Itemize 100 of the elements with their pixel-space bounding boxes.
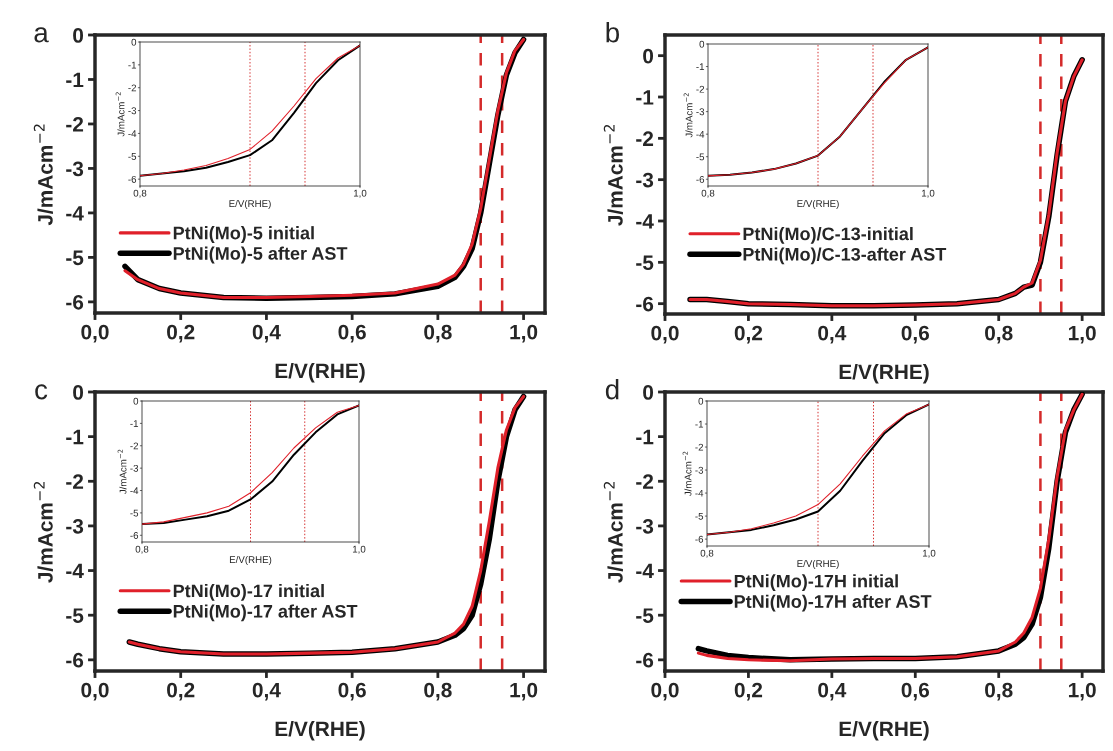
legend-label: PtNi(Mo)-17 initial xyxy=(173,584,324,601)
x-axis-title: E/V(RHE) xyxy=(275,362,365,383)
x-tick-label: 0,2 xyxy=(734,682,763,701)
y-tick-label: -6 xyxy=(636,296,654,312)
y-tick-label: -4 xyxy=(695,489,704,497)
chart-title: d xyxy=(605,379,619,400)
y-tick-label: -4 xyxy=(636,214,654,229)
y-tick-label: -2 xyxy=(128,84,137,92)
y-tick-label: -5 xyxy=(130,509,139,517)
x-tick-label: 0,8 xyxy=(985,325,1013,344)
y-tick-label: -4 xyxy=(128,130,137,137)
y-tick-label: 0 xyxy=(131,38,137,46)
x-axis-title: E/V(RHE) xyxy=(275,720,365,741)
y-tick-label: 0 xyxy=(698,397,704,405)
y-tick-label: -4 xyxy=(66,563,84,579)
y-tick-label: -2 xyxy=(636,131,654,146)
y-tick-label: -5 xyxy=(636,608,654,623)
y-tick-label: -1 xyxy=(696,63,705,71)
x-tick-label: 1,0 xyxy=(352,545,366,554)
y-tick-label: -2 xyxy=(696,85,705,93)
y-tick-label: -1 xyxy=(128,61,137,69)
y-tick-label: -6 xyxy=(695,535,704,543)
x-tick-label: 0,8 xyxy=(985,682,1013,701)
y-axis-title: J/mAcm$^{−2}$ xyxy=(117,449,127,495)
chart-title: b xyxy=(606,22,619,43)
y-tick-label: 0 xyxy=(699,40,705,48)
y-tick-label: -1 xyxy=(636,429,654,445)
y-tick-label: -3 xyxy=(636,518,654,534)
y-tick-label: -1 xyxy=(636,90,654,105)
y-tick-label: -4 xyxy=(696,130,705,138)
y-tick-label: -6 xyxy=(696,175,705,183)
y-tick-label: 0 xyxy=(73,28,84,43)
x-tick-label: 1,0 xyxy=(353,189,367,198)
x-axis-title: E/V(RHE) xyxy=(839,720,929,741)
x-tick-label: 0,8 xyxy=(424,682,452,701)
y-axis-title: J/mAcm$^{−2}$ xyxy=(603,124,623,226)
y-tick-label: 0 xyxy=(643,48,654,64)
x-tick-label: 0,8 xyxy=(133,189,147,198)
y-tick-label: -6 xyxy=(128,175,137,183)
y-tick-label: 0 xyxy=(73,385,84,400)
y-tick-label: -5 xyxy=(128,153,137,160)
y-tick-label: -4 xyxy=(130,487,139,495)
y-tick-label: -1 xyxy=(66,72,84,88)
y-axis-title: J/mAcm$^{−2}$ xyxy=(115,92,125,137)
legend-label: PtNi(Mo)-5 after AST xyxy=(173,246,348,264)
y-tick-label: -3 xyxy=(696,108,705,116)
legend-label: PtNi(Mo)-17 after AST xyxy=(173,604,358,622)
y-tick-label: -4 xyxy=(636,563,654,579)
y-tick-label: -5 xyxy=(66,250,84,266)
y-axis-title: J/mAcm$^{−2}$ xyxy=(682,451,692,497)
x-tick-label: 0,8 xyxy=(700,549,714,558)
y-tick-label: -6 xyxy=(636,652,654,668)
x-tick-label: 0,2 xyxy=(167,682,195,701)
x-axis-title: E/V(RHE) xyxy=(229,199,271,209)
y-tick-label: -5 xyxy=(696,153,705,161)
y-axis-title: J/mAcm$^{−2}$ xyxy=(33,124,53,226)
y-tick-label: -2 xyxy=(66,116,84,132)
y-tick-label: -4 xyxy=(66,206,84,221)
x-axis-title: E/V(RHE) xyxy=(839,363,929,384)
x-tick-label: 1,0 xyxy=(922,549,936,558)
x-tick-label: 0,2 xyxy=(734,325,763,344)
x-tick-label: 1,0 xyxy=(510,324,538,343)
x-tick-label: 0,2 xyxy=(167,324,195,343)
legend-label: PtNi(Mo)/C-13-after AST xyxy=(743,247,947,265)
legend-label: PtNi(Mo)/C-13-initial xyxy=(743,227,913,244)
y-tick-label: -6 xyxy=(130,532,139,539)
x-tick-label: 0,0 xyxy=(651,325,679,344)
y-tick-label: -5 xyxy=(66,608,84,623)
x-tick-label: 1,0 xyxy=(510,682,538,701)
legend-label: PtNi(Mo)-17H after AST xyxy=(734,594,932,612)
y-tick-label: -1 xyxy=(695,420,704,428)
x-tick-label: 1,0 xyxy=(1068,325,1096,344)
y-tick-label: -5 xyxy=(636,255,654,271)
x-axis-title: E/V(RHE) xyxy=(229,555,272,565)
y-tick-label: -5 xyxy=(695,512,704,520)
y-axis-title: J/mAcm$^{−2}$ xyxy=(683,93,693,138)
x-tick-label: 0,0 xyxy=(81,324,109,343)
x-tick-label: 0,8 xyxy=(135,545,149,554)
y-tick-label: -3 xyxy=(695,466,704,474)
x-tick-label: 0,4 xyxy=(252,324,281,343)
x-tick-label: 0,8 xyxy=(424,324,452,343)
y-axis-title: J/mAcm$^{−2}$ xyxy=(603,481,623,583)
x-tick-label: 0,0 xyxy=(81,682,109,701)
x-axis-title: E/V(RHE) xyxy=(797,199,839,209)
y-tick-label: -3 xyxy=(66,161,84,177)
x-tick-label: 1,0 xyxy=(921,189,935,198)
y-axis-title: J/mAcm$^{−2}$ xyxy=(33,481,53,583)
legend-label: PtNi(Mo)-17H initial xyxy=(734,574,898,592)
y-tick-label: -2 xyxy=(130,442,139,450)
x-tick-label: 0,0 xyxy=(651,682,679,701)
x-tick-label: 0,6 xyxy=(338,324,366,343)
y-tick-label: 0 xyxy=(643,385,654,400)
x-tick-label: 0,4 xyxy=(818,682,847,701)
y-tick-label: -6 xyxy=(66,652,84,668)
y-tick-label: -3 xyxy=(130,464,139,472)
y-tick-label: -3 xyxy=(128,107,137,115)
x-tick-label: 0,6 xyxy=(901,325,930,344)
y-tick-label: -2 xyxy=(695,443,704,451)
x-tick-label: 0,4 xyxy=(252,682,281,701)
x-tick-label: 0,8 xyxy=(701,189,715,198)
